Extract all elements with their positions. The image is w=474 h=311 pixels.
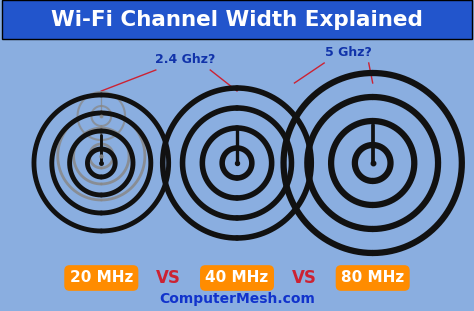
Text: VS: VS [292,269,317,287]
Text: Wi-Fi Channel Width Explained: Wi-Fi Channel Width Explained [51,10,423,30]
Text: ComputerMesh.com: ComputerMesh.com [159,292,315,306]
Text: 40 MHz: 40 MHz [205,271,269,285]
Text: 2.4 Ghz?: 2.4 Ghz? [155,53,216,66]
FancyBboxPatch shape [2,0,472,39]
Text: 5 Ghz?: 5 Ghz? [326,46,373,59]
Text: 20 MHz: 20 MHz [70,271,133,285]
Text: VS: VS [156,269,181,287]
Text: 80 MHz: 80 MHz [341,271,404,285]
